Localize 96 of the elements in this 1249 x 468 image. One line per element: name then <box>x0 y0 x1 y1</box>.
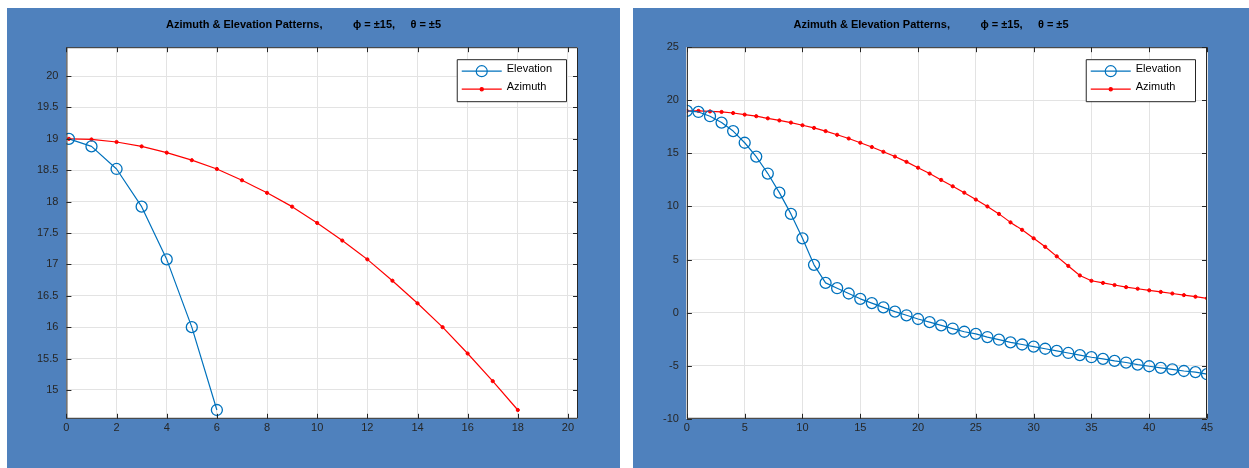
x-tick-label: 2 <box>113 421 120 434</box>
point <box>946 322 959 335</box>
point <box>796 232 809 245</box>
y-tick-label: 15 <box>666 146 679 159</box>
point <box>1108 354 1121 368</box>
point <box>992 333 1006 346</box>
x-tick-label: 4 <box>163 421 170 434</box>
x-tick-label: 10 <box>796 421 809 434</box>
point <box>738 136 751 149</box>
point <box>1189 365 1202 379</box>
y-tick-label: 15.5 <box>36 351 59 364</box>
point <box>1004 336 1017 349</box>
x-tick-label: 5 <box>741 421 748 434</box>
point <box>185 321 198 334</box>
point <box>1085 351 1098 364</box>
point <box>888 305 902 318</box>
point <box>160 253 173 266</box>
x-tick-label: 14 <box>411 421 424 434</box>
x-tick-label: 20 <box>561 421 575 434</box>
point <box>923 316 936 329</box>
x-tick-label: 30 <box>1027 421 1040 434</box>
legend-label: Azimuth <box>1135 80 1176 93</box>
y-tick-label: 0 <box>672 305 679 318</box>
point <box>110 162 123 176</box>
x-tick-label: 35 <box>1085 421 1098 434</box>
point <box>969 327 982 341</box>
chart-title: Azimuth & Elevation Patterns, ϕ = ±15, θ = ±5 <box>165 17 442 30</box>
point <box>935 319 948 332</box>
x-tick-label: 6 <box>213 421 220 434</box>
point <box>1166 363 1179 376</box>
point <box>981 330 994 344</box>
point <box>854 292 867 305</box>
chart-title: Azimuth & Elevation Patterns, ϕ = ±15, θ = ±5 <box>793 17 1069 30</box>
y-tick-label: 19 <box>46 131 59 144</box>
point <box>1131 358 1144 371</box>
point <box>831 282 844 295</box>
x-tick-label: 40 <box>1143 421 1156 434</box>
point <box>135 200 148 213</box>
point <box>1177 364 1191 378</box>
y-tick-label: 25 <box>666 40 679 53</box>
point <box>1073 348 1087 362</box>
point <box>1154 361 1167 374</box>
point <box>1062 346 1075 360</box>
y-tick-label: 18 <box>46 194 59 207</box>
point <box>726 124 740 138</box>
y-tick-label: 19.5 <box>36 100 59 113</box>
x-tick-label: 10 <box>311 421 324 434</box>
y-tick-label: 20 <box>46 69 59 82</box>
point <box>819 276 832 290</box>
legend-label: Elevation <box>506 62 553 75</box>
point <box>715 116 728 129</box>
point <box>1050 344 1063 357</box>
y-tick-label: 16 <box>46 320 59 333</box>
x-tick-label: 12 <box>361 421 374 434</box>
x-tick-label: 45 <box>1200 421 1214 434</box>
point <box>958 325 971 338</box>
legend-label: Elevation <box>1135 62 1182 75</box>
point <box>1096 352 1110 365</box>
x-tick-label: 8 <box>263 421 271 434</box>
x-tick-label: 25 <box>969 421 982 434</box>
point <box>1015 338 1029 351</box>
point <box>877 301 890 314</box>
x-tick-label: 0 <box>63 421 70 434</box>
y-tick-label: 18.5 <box>36 163 59 176</box>
y-tick-label: 16.5 <box>36 288 59 301</box>
point <box>1039 342 1052 355</box>
y-tick-label: 5 <box>672 252 679 265</box>
point <box>761 167 774 180</box>
point <box>807 258 821 271</box>
point <box>900 309 913 322</box>
y-tick-label: 17.5 <box>36 226 59 239</box>
y-tick-label: 10 <box>666 199 679 212</box>
point <box>842 287 855 300</box>
legend-label: Azimuth <box>506 80 547 93</box>
x-tick-label: 0 <box>683 421 690 434</box>
y-tick-label: -10 <box>662 411 679 424</box>
point <box>692 105 705 119</box>
x-tick-label: 15 <box>854 421 867 434</box>
point <box>773 186 786 199</box>
point <box>703 110 717 123</box>
y-tick-label: 17 <box>46 257 59 270</box>
x-tick-label: 18 <box>511 421 524 434</box>
y-tick-label: -5 <box>669 358 679 371</box>
point <box>1119 356 1133 369</box>
x-tick-label: 20 <box>911 421 925 434</box>
point <box>784 207 798 221</box>
point <box>911 312 925 326</box>
point <box>1143 360 1156 373</box>
point <box>1027 340 1040 353</box>
x-tick-label: 16 <box>461 421 474 434</box>
point <box>85 140 98 153</box>
point <box>865 296 878 310</box>
point <box>750 150 763 163</box>
point <box>210 403 224 417</box>
y-tick-label: 20 <box>666 93 679 106</box>
y-tick-label: 15 <box>46 382 59 395</box>
